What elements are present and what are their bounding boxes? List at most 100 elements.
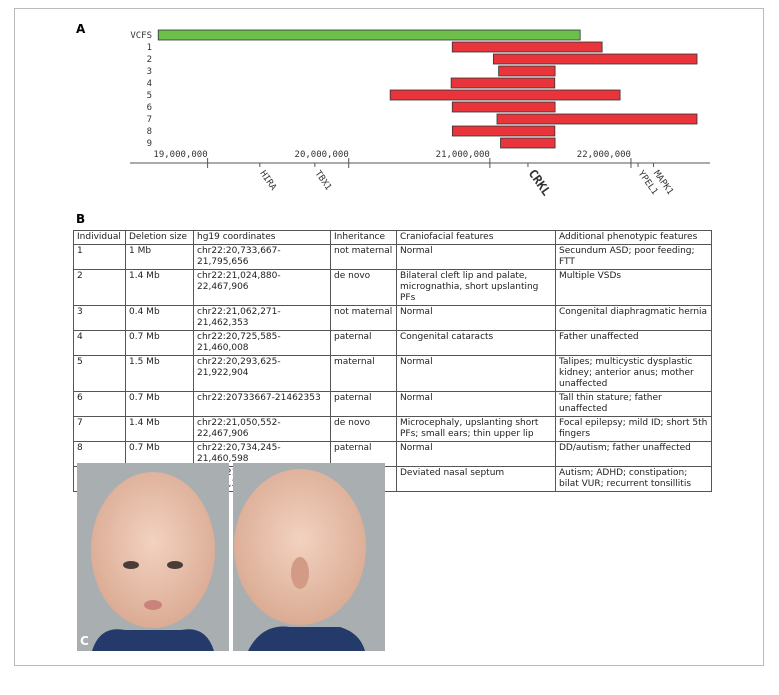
table-cell: Tall thin stature; father unaffected — [555, 391, 712, 417]
range-bar — [451, 101, 556, 113]
table-cell: Normal — [396, 244, 556, 270]
eye — [123, 561, 139, 569]
table-cell: Autism; ADHD; constipation; bilat VUR; r… — [555, 466, 712, 492]
mouth — [144, 600, 162, 610]
panel-label: B — [76, 212, 86, 226]
table-cell: Normal — [396, 355, 556, 392]
table-cell: 8 — [73, 441, 126, 467]
range-bar — [157, 29, 581, 41]
eye — [167, 561, 183, 569]
table-cell: 2 — [73, 269, 126, 306]
table-cell: Father unaffected — [555, 330, 712, 356]
table-cell: Inheritance — [330, 230, 397, 245]
table-cell: not maternal — [330, 244, 397, 270]
table-cell: 1 Mb — [125, 244, 194, 270]
row-label: 1 — [147, 43, 152, 53]
table-cell: chr22:20,734,245-21,460,598 — [193, 441, 331, 467]
panel-label: C — [80, 634, 89, 648]
range-bar — [389, 89, 621, 101]
table-cell: 1.4 Mb — [125, 269, 194, 306]
table-row: 3 0.4 Mb chr22:21,062,271-21,462,353 not ma… — [73, 305, 712, 331]
table-cell: 1.4 Mb — [125, 416, 194, 442]
table-row: 4 0.7 Mb chr22:20,725,585-21,460,008 patern… — [73, 330, 712, 356]
row-label: VCFS — [130, 31, 152, 41]
row-label: 3 — [147, 67, 152, 77]
table-cell: 6 — [73, 391, 126, 417]
table-cell: Individual — [73, 230, 126, 245]
table-cell: Talipes; multicystic dysplastic kidney; … — [555, 355, 712, 392]
table-cell: maternal — [330, 355, 397, 392]
table-cell: de novo — [330, 269, 397, 306]
row-label: 7 — [147, 115, 152, 125]
range-bar — [496, 113, 698, 125]
table-cell: hg19 coordinates — [193, 230, 331, 245]
table-cell: 4 — [73, 330, 126, 356]
row-label: 2 — [147, 55, 152, 65]
table-cell: Bilateral cleft lip and palate, microgna… — [396, 269, 556, 306]
gene-label: CRKL — [525, 167, 553, 199]
table: Individual Deletion size hg19 coordinates I… — [73, 230, 712, 492]
table-cell: 0.7 Mb — [125, 391, 194, 417]
table-cell: Microcephaly, upslanting short PFs; smal… — [396, 416, 556, 442]
table-cell: chr22:21,050,552-22,467,906 — [193, 416, 331, 442]
range-bar — [498, 65, 556, 77]
range-bar — [500, 137, 556, 149]
table-cell: chr22:20,725,585-21,460,008 — [193, 330, 331, 356]
table-cell: de novo — [330, 416, 397, 442]
table-cell: chr22:20,733,667-21,795,656 — [193, 244, 331, 270]
table-cell: Normal — [396, 305, 556, 331]
table-cell: Craniofacial features — [396, 230, 556, 245]
head — [234, 469, 366, 625]
frame — [14, 8, 764, 666]
table-cell: paternal — [330, 330, 397, 356]
table-cell: not maternal — [330, 305, 397, 331]
table-cell: Congenital diaphragmatic hernia — [555, 305, 712, 331]
x-tick-label: 19,000,000 — [153, 150, 207, 160]
x-tick-label: 20,000,000 — [295, 150, 349, 160]
ear — [291, 557, 309, 589]
table-cell: Normal — [396, 391, 556, 417]
range-bar — [492, 53, 698, 65]
table-cell: 1 — [73, 244, 126, 270]
chart: VCFS 1 2 3 4 5 6 7 8 919,000,000 20,000,000 21,000,… — [130, 29, 710, 199]
table-cell: Secundum ASD; poor feeding; FTT — [555, 244, 712, 270]
table-row: 5 1.5 Mb chr22:20,293,625-21,922,904 matern… — [73, 355, 712, 392]
table-cell: Focal epilepsy; mild ID; short 5th finge… — [555, 416, 712, 442]
range-bar — [450, 77, 556, 89]
table-cell: Congenital cataracts — [396, 330, 556, 356]
table-row: 2 1.4 Mb chr22:21,024,880-22,467,906 de nov… — [73, 269, 712, 306]
range-bar — [451, 125, 556, 137]
table-row: Individual Deletion size hg19 coordinates I… — [73, 230, 712, 245]
gene-label: HIRA — [257, 169, 278, 193]
table-cell: paternal — [330, 391, 397, 417]
row-label: 5 — [147, 91, 152, 101]
table-cell: 0.4 Mb — [125, 305, 194, 331]
table-row: 8 0.7 Mb chr22:20,734,245-21,460,598 patern… — [73, 441, 712, 467]
row-label: 8 — [147, 127, 152, 137]
table-cell: chr22:21,062,271-21,462,353 — [193, 305, 331, 331]
table-cell: Additional phenotypic features — [555, 230, 712, 245]
range-bar — [451, 41, 603, 53]
face — [91, 472, 215, 628]
table-cell: Multiple VSDs — [555, 269, 712, 306]
table-row: 7 1.4 Mb chr22:21,050,552-22,467,906 de nov… — [73, 416, 712, 442]
shirt — [248, 626, 365, 651]
table-cell: 5 — [73, 355, 126, 392]
table-cell: 7 — [73, 416, 126, 442]
table-cell: 1.5 Mb — [125, 355, 194, 392]
row-label: 6 — [147, 103, 152, 113]
row-label: 4 — [147, 79, 152, 89]
row-label: 9 — [147, 139, 152, 149]
table-cell: Deletion size — [125, 230, 194, 245]
table-cell: Deviated nasal septum — [396, 466, 556, 492]
x-tick-label: 21,000,000 — [436, 150, 490, 160]
table-cell: chr22:20733667-21462353 — [193, 391, 331, 417]
table-cell: 0.7 Mb — [125, 330, 194, 356]
panel-label: A — [76, 22, 86, 36]
shirt — [92, 629, 214, 651]
page: A VCFS 1 2 3 4 5 6 7 8 9 19,000,000 20,000,000 21,00… — [14, 8, 764, 666]
table-cell: chr22:21,024,880-22,467,906 — [193, 269, 331, 306]
table-cell: chr22:20,293,625-21,922,904 — [193, 355, 331, 392]
photos: C — [77, 463, 385, 651]
